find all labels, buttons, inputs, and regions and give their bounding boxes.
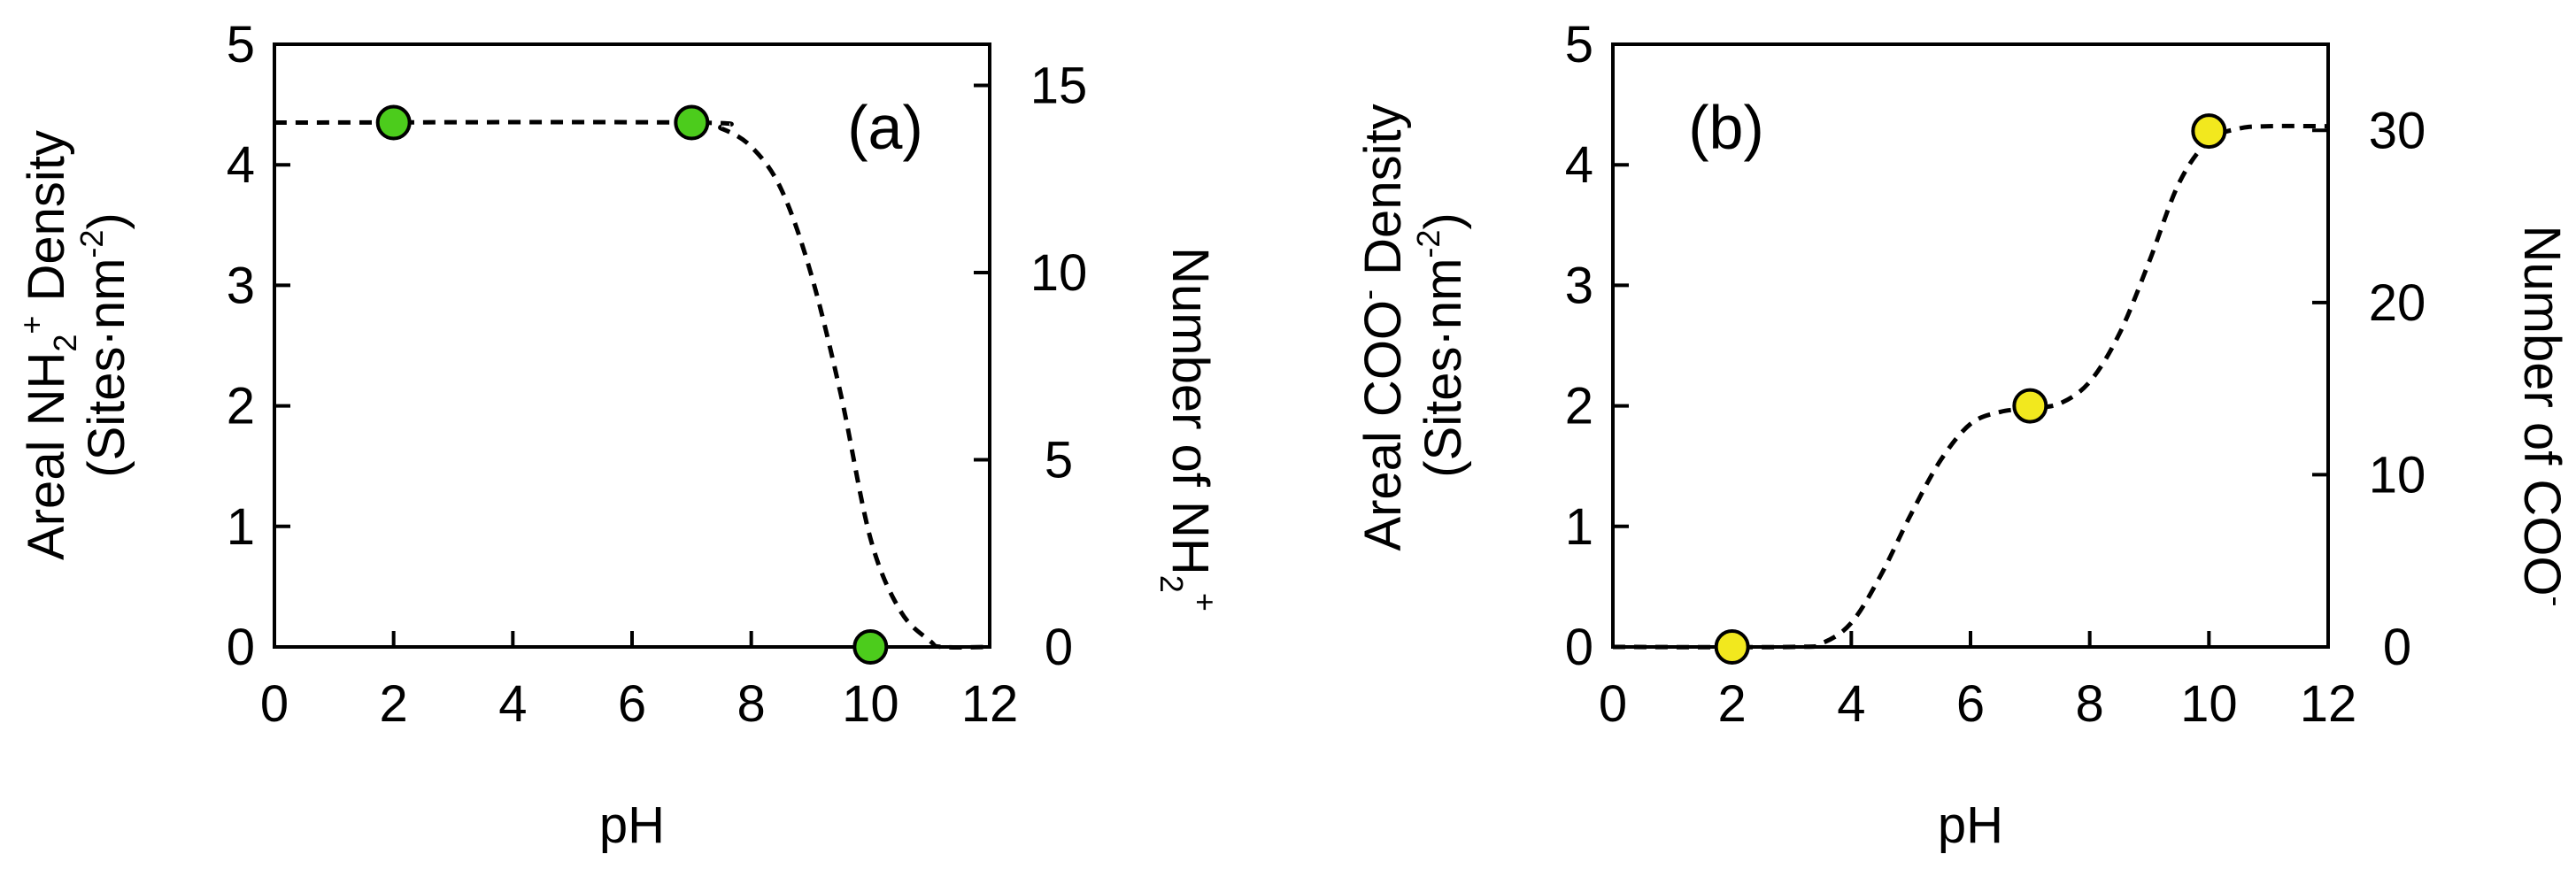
panel-b-y2-tick-label: 10 <box>2369 446 2426 504</box>
panel-a-y-tick-label: 5 <box>227 16 255 73</box>
panel-a-y2-axis-title: Number of NH2+ <box>1153 247 1223 612</box>
panel-a-y-axis-title: Areal NH2+ Density <box>13 130 83 560</box>
panel-a-x-axis-title: pH <box>599 796 665 854</box>
panel-a-ticks <box>273 42 991 649</box>
panel-b-x-tick-label: 4 <box>1837 675 1865 733</box>
panel-b-y2-title-prefix: Number of COO <box>2513 226 2571 596</box>
panel-a-x-tick-label: 4 <box>498 675 527 733</box>
panel-b-x-axis-title: pH <box>1938 796 2003 854</box>
panel-a-label: (a) <box>847 93 923 162</box>
panel-a-data-points <box>375 104 889 665</box>
panel-a-data-point <box>852 629 889 665</box>
panel-b-x-tick-label: 0 <box>1599 675 1627 733</box>
panel-b-y2-tick-label: 0 <box>2383 619 2411 676</box>
panel-b-data-point <box>2012 388 2048 424</box>
panel-b-y-title-sup: - <box>1350 289 1386 300</box>
panel-a-y-tick-label: 2 <box>227 378 255 435</box>
panel-a-y2-tick-label: 5 <box>1045 432 1073 489</box>
panel-b-x-tick-label: 10 <box>2180 675 2238 733</box>
panel-a-fit-curve <box>274 119 991 650</box>
panel-a-y2-tick-label: 10 <box>1030 244 1088 302</box>
panel-b-y-title-suffix: Density <box>1354 104 1412 289</box>
panel-b-y-tick-label: 2 <box>1565 378 1593 435</box>
panel-b-y-tick-label: 4 <box>1565 136 1593 194</box>
panel-b-x-tick-label: 12 <box>2300 675 2357 733</box>
panel-a-y-title-sub: 2 <box>47 335 83 352</box>
panel-a-y-tick-label: 4 <box>227 136 255 194</box>
panel-b-x-tick-label: 8 <box>2076 675 2104 733</box>
panel-b-fit-curve <box>1612 123 2329 650</box>
panel-a-x-tick-label: 0 <box>260 675 289 733</box>
panel-b-y2-tick-label: 20 <box>2369 274 2426 332</box>
panel-a-x-tick-label: 12 <box>961 675 1019 733</box>
panel-b-label: (b) <box>1688 93 1764 162</box>
panel-b-y-axis-title: Areal COO- Density <box>1350 104 1412 550</box>
panel-b-x-tick-label: 2 <box>1718 675 1747 733</box>
panel-a-x-tick-label: 10 <box>842 675 899 733</box>
panel-a-y-units-prefix: (Sites·nm <box>78 258 135 478</box>
panel-b-y-axis-units: (Sites·nm-2) <box>1410 212 1472 478</box>
panel-a-y-units-sup: -2 <box>73 230 110 258</box>
panel-b-y-units-sup: -2 <box>1410 230 1446 258</box>
panel-a-y-tick-label: 3 <box>227 257 255 314</box>
panel-b-x-tick-label: 6 <box>1956 675 1985 733</box>
panel-b-y-units-prefix: (Sites·nm <box>1415 258 1472 478</box>
panel-a-x-tick-label: 2 <box>380 675 408 733</box>
panel-a-y-tick-label: 1 <box>227 498 255 556</box>
panel-b-y2-axis-title: Number of COO- <box>2513 226 2575 607</box>
panel-a-y2-tick-label: 0 <box>1045 619 1073 676</box>
panel-a-y2-title-sub: 2 <box>1153 575 1190 593</box>
panel-b-data-point <box>2191 113 2227 150</box>
panel-b-data-points <box>1714 113 2227 665</box>
panel-a-x-tick-label: 6 <box>618 675 646 733</box>
panel-b-y-title-prefix: Areal COO <box>1354 300 1412 551</box>
panel-a-y-title-suffix: Density <box>18 130 75 316</box>
panel-b-y2-tick-label: 30 <box>2369 102 2426 159</box>
panel-b-y-tick-label: 5 <box>1565 16 1593 73</box>
panel-b-data-point <box>1714 629 1750 665</box>
panel-a-x-tick-label: 8 <box>737 675 766 733</box>
panel-a-y-units-suffix: ) <box>78 212 135 229</box>
panel-a-y-title-sup: + <box>13 316 50 335</box>
panel-a-y2-tick-label: 15 <box>1030 58 1088 115</box>
panel-b-y2-title-sup: - <box>2539 596 2575 607</box>
panel-b-y-tick-label: 1 <box>1565 498 1593 556</box>
panel-a-y2-title-sup: + <box>1187 593 1223 612</box>
panel-b-y-tick-label: 0 <box>1565 619 1593 676</box>
panel-a-y2-title-prefix: Number of NH <box>1161 247 1219 575</box>
panel-a-y-axis-units: (Sites·nm-2) <box>73 212 135 478</box>
panel-a-data-point <box>375 104 412 141</box>
panel-b-y-units-suffix: ) <box>1415 212 1472 229</box>
panel-a-y-title-prefix: Areal NH <box>18 352 75 560</box>
panel-a-data-point <box>674 104 710 141</box>
panel-a-y-tick-label: 0 <box>227 619 255 676</box>
panel-b-y-tick-label: 3 <box>1565 257 1593 314</box>
